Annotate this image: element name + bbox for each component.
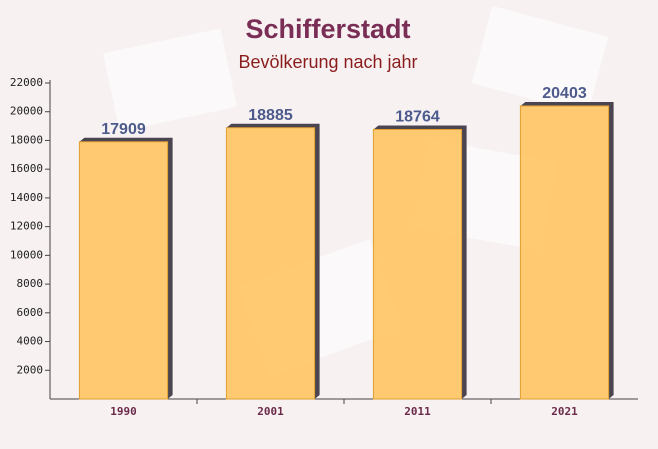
x-tick-label: 2001: [257, 405, 284, 418]
y-tick-label: 2000: [17, 363, 44, 376]
bar: [519, 105, 610, 400]
value-label: 17909: [101, 121, 146, 138]
bar: [225, 127, 316, 400]
value-label: 20403: [542, 85, 587, 102]
y-tick-label: 16000: [10, 162, 43, 175]
y-tick-label: 18000: [10, 133, 43, 146]
value-label: 18764: [395, 109, 440, 126]
y-tick-label: 10000: [10, 248, 43, 261]
chart-subtitle: Bevölkerung nach jahr: [238, 52, 417, 72]
y-tick-label: 8000: [17, 277, 44, 290]
x-tick-label: 2021: [551, 405, 578, 418]
bar: [78, 141, 169, 400]
y-tick-label: 4000: [17, 335, 44, 348]
y-tick-label: 22000: [10, 76, 43, 89]
x-tick-label: 2011: [404, 405, 431, 418]
y-tick-label: 20000: [10, 105, 43, 118]
x-tick-label: 1990: [110, 405, 137, 418]
y-tick-label: 14000: [10, 191, 43, 204]
value-label: 18885: [248, 107, 293, 124]
bar: [372, 128, 463, 400]
y-tick-label: 6000: [17, 306, 44, 319]
y-tick-label: 12000: [10, 220, 43, 233]
chart-title: Schifferstadt: [245, 14, 410, 44]
